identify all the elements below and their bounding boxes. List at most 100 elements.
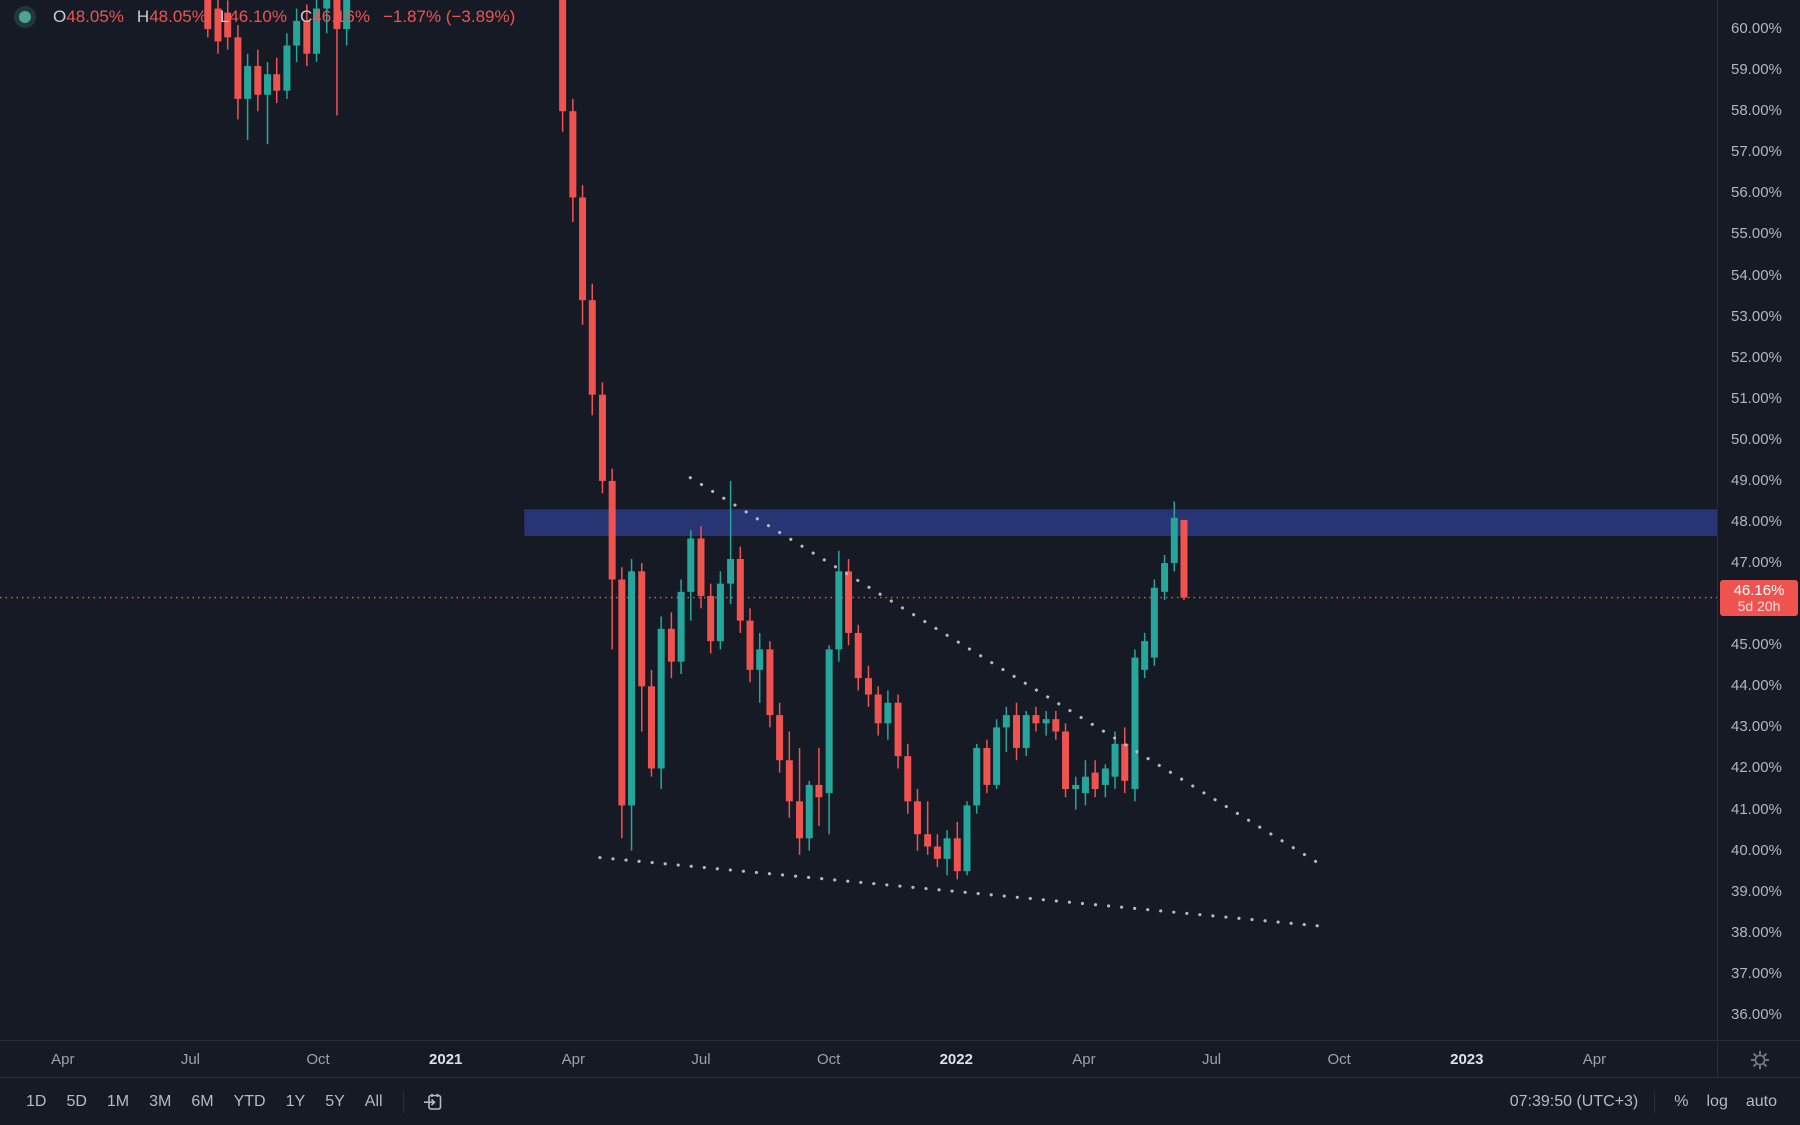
price-axis-label: 59.00% xyxy=(1731,61,1782,79)
candle-body xyxy=(1180,519,1188,598)
time-axis-label: Apr xyxy=(1582,1051,1607,1068)
candle-body xyxy=(953,838,961,872)
time-axis-label: Oct xyxy=(306,1051,330,1068)
candle-body xyxy=(667,628,675,662)
candle-body xyxy=(707,595,715,642)
candle-body xyxy=(224,12,232,38)
price-axis-label: 53.00% xyxy=(1731,307,1782,325)
candle-body xyxy=(716,583,724,642)
candle-body xyxy=(815,784,823,798)
chart-plot-area[interactable]: O 48.05% H48.05% L46.10% C46.16% −1.87% (−3.… xyxy=(0,0,1717,1040)
axis-settings-gear-icon[interactable] xyxy=(1750,1050,1770,1070)
candlesticks xyxy=(204,0,1188,880)
price-axis-label: 52.00% xyxy=(1731,348,1782,366)
trendline-upper[interactable] xyxy=(688,476,1323,867)
legend-close-value: 46.16% xyxy=(312,7,370,26)
range-button-3m[interactable]: 3M xyxy=(149,1092,172,1110)
price-axis-label: 40.00% xyxy=(1731,841,1782,859)
candle-body xyxy=(1170,517,1178,564)
time-axis-label: Oct xyxy=(1327,1051,1351,1068)
go-to-date-button[interactable] xyxy=(414,1087,452,1117)
candle-body xyxy=(1052,719,1060,732)
ohlc-legend: O 48.05% H48.05% L46.10% C46.16% −1.87% (−3.… xyxy=(14,6,515,28)
bottom-toolbar: 1D 5D 1M 3M 6M YTD 1Y 5Y All 07:39:50 (UTC+3) % … xyxy=(0,1077,1800,1125)
candle-body xyxy=(1150,587,1158,658)
price-axis-label: 54.00% xyxy=(1731,266,1782,284)
candle-body xyxy=(776,715,784,761)
time-axis[interactable]: Apr Jul Oct 2021 Apr Jul Oct 2022 Apr Jul Oct 2023 A… xyxy=(0,1040,1800,1077)
candle-body xyxy=(608,480,616,580)
toolbar-divider xyxy=(402,1090,404,1113)
percent-scale-button[interactable]: % xyxy=(1674,1092,1689,1110)
trendline-lower[interactable] xyxy=(598,856,1324,928)
candle-body xyxy=(1072,784,1080,790)
candle-body xyxy=(1062,731,1070,790)
legend-close-label: C xyxy=(300,7,313,26)
candle-body xyxy=(343,0,351,30)
price-axis-label: 50.00% xyxy=(1731,430,1782,448)
legend-close: C46.16% xyxy=(300,7,370,27)
candle-body xyxy=(904,756,912,802)
legend-change: −1.87% (−3.89%) xyxy=(382,7,516,26)
candle-body xyxy=(588,300,596,395)
resistance-zone[interactable] xyxy=(524,509,1717,536)
price-axis-label: 38.00% xyxy=(1731,923,1782,941)
time-axis-label-year: 2023 xyxy=(1450,1051,1484,1068)
range-button-6m[interactable]: 6M xyxy=(191,1092,214,1110)
candle-body xyxy=(894,702,902,757)
candle-body xyxy=(687,538,695,592)
price-axis-label: 45.00% xyxy=(1731,636,1782,654)
legend-low-label: L xyxy=(219,7,230,26)
candle-body xyxy=(983,747,991,785)
candle-body xyxy=(323,0,331,9)
candle-body xyxy=(1022,715,1030,748)
price-axis-label: 58.00% xyxy=(1731,102,1782,120)
auto-scale-button[interactable]: auto xyxy=(1745,1092,1777,1110)
candle-body xyxy=(1032,715,1040,724)
candle-body xyxy=(1111,743,1119,777)
current-price-value: 46.16% xyxy=(1733,581,1785,599)
price-axis[interactable]: 60.00% 59.00% 58.00% 57.00% 56.00% 55.00% 54.0… xyxy=(1718,0,1800,1040)
time-axis-label: Apr xyxy=(1072,1051,1096,1068)
candle-body xyxy=(293,20,301,46)
range-button-all[interactable]: All xyxy=(364,1092,383,1110)
current-price-tag: 46.16% 5d 20h xyxy=(1720,579,1798,616)
candle-body xyxy=(697,538,705,596)
chart-canvas[interactable] xyxy=(0,0,1717,1040)
legend-high-label: H xyxy=(136,7,150,26)
price-axis-label: 41.00% xyxy=(1731,800,1782,818)
clock-timezone-button[interactable]: 07:39:50 (UTC+3) xyxy=(1509,1092,1639,1110)
candle-body xyxy=(993,727,1001,785)
candle-body xyxy=(234,37,242,99)
time-axis-label: Apr xyxy=(51,1051,75,1068)
candle-body xyxy=(559,0,567,112)
candle-body xyxy=(1101,768,1109,785)
price-axis-label: 47.00% xyxy=(1731,554,1782,572)
candle-body xyxy=(273,74,281,91)
candle-body xyxy=(766,649,774,716)
candle-body xyxy=(657,628,665,769)
price-axis-label: 39.00% xyxy=(1731,882,1782,900)
legend-open-label: O xyxy=(53,7,67,26)
candle-body xyxy=(628,571,636,806)
legend-low-value: 46.10% xyxy=(229,7,287,26)
candle-body xyxy=(283,45,291,91)
price-axis-label: 44.00% xyxy=(1731,677,1782,695)
legend-high-value: 48.05% xyxy=(149,7,207,26)
range-button-1y[interactable]: 1Y xyxy=(285,1092,306,1110)
range-button-1m[interactable]: 1M xyxy=(106,1092,130,1110)
toolbar-divider xyxy=(1654,1090,1656,1113)
candle-body xyxy=(1002,715,1010,728)
price-axis-label: 49.00% xyxy=(1731,471,1782,489)
range-button-5y[interactable]: 5Y xyxy=(325,1092,345,1110)
price-axis-label: 55.00% xyxy=(1731,225,1782,243)
range-button-ytd[interactable]: YTD xyxy=(233,1092,266,1110)
range-button-1d[interactable]: 1D xyxy=(26,1092,47,1110)
log-scale-button[interactable]: log xyxy=(1706,1092,1728,1110)
range-button-5d[interactable]: 5D xyxy=(66,1092,87,1110)
price-axis-label: 57.00% xyxy=(1731,143,1782,161)
candle-body xyxy=(1131,657,1139,790)
candle-body xyxy=(845,571,853,633)
time-axis-label: Jul xyxy=(180,1051,201,1068)
legend-high: H48.05% xyxy=(137,7,207,27)
